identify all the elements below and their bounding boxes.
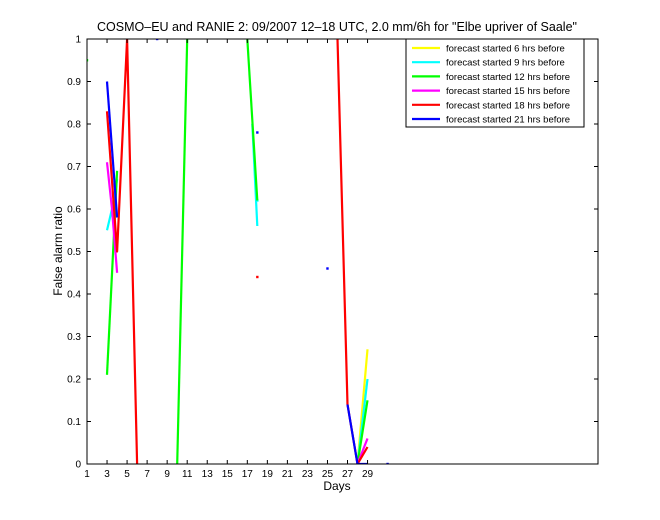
series-line — [105, 39, 139, 464]
series-line — [105, 81, 119, 218]
series-point — [256, 275, 259, 279]
series-line — [356, 400, 369, 464]
x-tick-label: 19 — [262, 469, 274, 480]
y-tick-label: 0.4 — [67, 290, 81, 301]
x-tick-label: 3 — [104, 469, 110, 480]
legend-entry-label: forecast started 9 hrs before — [446, 58, 565, 69]
series-line — [346, 404, 368, 464]
x-tick-label: 13 — [202, 469, 214, 480]
y-tick-label: 0.5 — [67, 247, 81, 258]
series-point — [87, 59, 89, 62]
legend: forecast started 6 hrs before forecast st… — [405, 38, 585, 128]
legend-box — [405, 38, 585, 128]
y-tick-label: 0.9 — [67, 77, 81, 88]
series-line — [246, 39, 259, 201]
y-tick-label: 0.2 — [67, 375, 81, 386]
series-point — [326, 267, 329, 270]
y-tick-label: 0.7 — [67, 162, 81, 173]
x-tick-label: 11 — [182, 469, 193, 480]
series-2 — [105, 123, 369, 464]
y-axis-label: False alarm ratio — [51, 206, 65, 296]
x-tick-label: 1 — [84, 469, 90, 480]
series-point — [386, 462, 389, 464]
y-tick-label: 0 — [75, 460, 81, 471]
x-tick-label: 23 — [302, 469, 314, 480]
series-5 — [105, 39, 369, 464]
x-tick-label: 9 — [164, 469, 170, 480]
y-tick-label: 1 — [75, 35, 81, 46]
x-tick-label: 15 — [222, 469, 234, 480]
y-tick-label: 0.1 — [67, 417, 81, 428]
series-line — [105, 162, 119, 273]
y-tick-label: 0.8 — [67, 120, 81, 131]
legend-entry-label: forecast started 15 hrs before — [446, 86, 570, 97]
series-line — [176, 39, 189, 464]
series-point — [155, 39, 159, 41]
series-point — [256, 131, 259, 134]
x-tick-label: 27 — [342, 469, 354, 480]
x-axis-label: Days — [323, 479, 350, 493]
legend-entry-label: forecast started 21 hrs before — [446, 115, 570, 126]
series-point — [256, 199, 259, 202]
x-tick-label: 5 — [124, 469, 130, 480]
x-tick-label: 7 — [144, 469, 150, 480]
legend-entry-label: forecast started 18 hrs before — [446, 100, 570, 111]
series-4 — [105, 162, 369, 464]
legend-entry-label: forecast started 6 hrs before — [446, 44, 565, 55]
legend-entry-label: forecast started 12 hrs before — [446, 72, 570, 83]
x-tick-label: 29 — [362, 469, 374, 480]
y-tick-label: 0.3 — [67, 332, 81, 343]
y-tick-label: 0.6 — [67, 205, 81, 216]
x-tick-label: 25 — [322, 469, 334, 480]
x-tick-label: 21 — [282, 469, 294, 480]
series-6 — [105, 39, 389, 464]
chart-title: COSMO–EU and RANIE 2: 09/2007 12–18 UTC,… — [97, 20, 577, 34]
x-tick-label: 17 — [242, 469, 254, 480]
